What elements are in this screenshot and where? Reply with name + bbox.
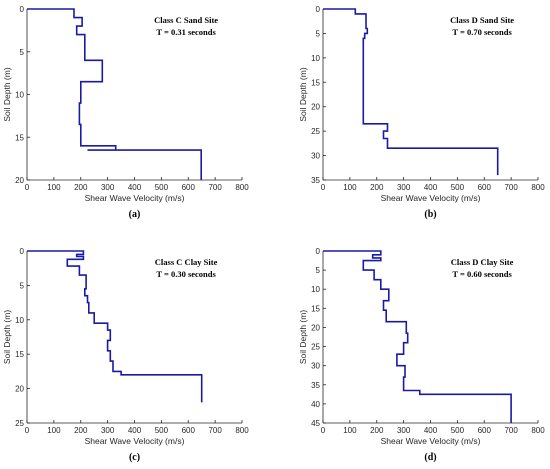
x-tick-label: 400 xyxy=(424,183,438,192)
x-tick-label: 700 xyxy=(504,183,518,192)
y-tick-label: 10 xyxy=(311,285,320,294)
velocity-profile-line xyxy=(323,250,512,423)
x-tick-label: 700 xyxy=(208,426,222,435)
x-tick-label: 100 xyxy=(343,426,357,435)
panel-label: (c) xyxy=(129,452,140,463)
y-tick-label: 15 xyxy=(15,133,24,142)
y-axis-label: Soil Depth (m) xyxy=(298,67,308,121)
x-tick-label: 400 xyxy=(128,183,142,192)
x-tick-label: 100 xyxy=(343,183,357,192)
x-tick-label: 200 xyxy=(370,183,384,192)
annotation-line: Class D Sand Site xyxy=(450,15,514,25)
velocity-profile-line xyxy=(27,8,202,180)
y-tick-label: 5 xyxy=(20,281,25,290)
y-tick-label: 25 xyxy=(311,127,320,136)
panel-label: (a) xyxy=(129,209,141,220)
annotation-line: Class C Clay Site xyxy=(155,257,218,267)
y-axis-label: Soil Depth (m) xyxy=(2,310,12,364)
x-tick-label: 200 xyxy=(74,183,88,192)
annotation-line: T = 0.31 seconds xyxy=(156,27,216,37)
x-tick-label: 600 xyxy=(478,426,492,435)
y-tick-label: 25 xyxy=(15,419,24,428)
x-tick-label: 0 xyxy=(25,426,30,435)
x-tick-label: 500 xyxy=(155,426,169,435)
y-tick-label: 25 xyxy=(311,343,320,352)
x-tick-label: 0 xyxy=(321,183,326,192)
y-tick-label: 10 xyxy=(15,91,24,100)
x-tick-label: 600 xyxy=(182,426,196,435)
y-tick-label: 20 xyxy=(15,385,24,394)
y-axis-label: Soil Depth (m) xyxy=(298,310,308,364)
y-tick-label: 5 xyxy=(316,29,321,38)
x-tick-label: 500 xyxy=(451,183,465,192)
y-tick-label: 30 xyxy=(311,362,320,371)
x-tick-label: 800 xyxy=(235,183,249,192)
x-axis-label: Shear Wave Velocity (m/s) xyxy=(85,193,185,203)
x-tick-label: 700 xyxy=(504,426,518,435)
panel-label: (b) xyxy=(424,209,436,220)
y-tick-label: 20 xyxy=(15,176,24,185)
x-tick-label: 400 xyxy=(424,426,438,435)
y-tick-label: 20 xyxy=(311,103,320,112)
y-tick-label: 10 xyxy=(15,316,24,325)
x-tick-label: 300 xyxy=(101,183,115,192)
y-tick-label: 45 xyxy=(311,419,320,428)
x-tick-label: 600 xyxy=(182,183,196,192)
x-axis-label: Shear Wave Velocity (m/s) xyxy=(85,436,185,446)
y-tick-label: 35 xyxy=(311,176,320,185)
x-tick-label: 300 xyxy=(101,426,115,435)
annotation-line: Class C Sand Site xyxy=(154,15,218,25)
x-tick-label: 800 xyxy=(531,426,545,435)
y-tick-label: 5 xyxy=(20,48,25,57)
y-tick-label: 10 xyxy=(311,54,320,63)
x-tick-label: 200 xyxy=(74,426,88,435)
y-tick-label: 20 xyxy=(311,323,320,332)
x-tick-label: 500 xyxy=(155,183,169,192)
y-tick-label: 5 xyxy=(316,266,321,275)
chart-panel-a: 0 100 200 300 400 500 600 700 800 0 5 10 15 20 Shear W… xyxy=(2,5,249,220)
y-tick-label: 30 xyxy=(311,152,320,161)
x-tick-label: 400 xyxy=(128,426,142,435)
annotation-line: T = 0.30 seconds xyxy=(156,269,216,279)
y-tick-label: 35 xyxy=(311,381,320,390)
panel-label: (d) xyxy=(424,452,436,463)
y-tick-label: 0 xyxy=(20,247,25,256)
chart-panel-d: 0 100 200 300 400 500 600 700 800 0 5 10 15 20 25 30 35 4… xyxy=(298,247,545,463)
x-tick-label: 800 xyxy=(235,426,249,435)
x-tick-label: 300 xyxy=(397,183,411,192)
x-tick-label: 300 xyxy=(397,426,411,435)
chart-panel-b: 0 100 200 300 400 500 600 700 800 0 5 10 15 20 25 30 35 S… xyxy=(298,5,545,220)
x-tick-label: 800 xyxy=(531,183,545,192)
x-tick-label: 0 xyxy=(25,183,30,192)
x-tick-label: 100 xyxy=(47,183,61,192)
annotation-line: T = 0.60 seconds xyxy=(452,269,512,279)
y-tick-label: 15 xyxy=(15,350,24,359)
x-tick-label: 500 xyxy=(451,426,465,435)
y-tick-label: 40 xyxy=(311,400,320,409)
x-axis-label: Shear Wave Velocity (m/s) xyxy=(381,193,481,203)
y-tick-label: 0 xyxy=(20,5,25,14)
y-tick-label: 15 xyxy=(311,78,320,87)
velocity-profile-line xyxy=(27,250,203,403)
x-tick-label: 100 xyxy=(47,426,61,435)
annotation-line: T = 0.70 seconds xyxy=(452,27,512,37)
y-tick-label: 0 xyxy=(316,5,321,14)
x-tick-label: 600 xyxy=(478,183,492,192)
x-axis-label: Shear Wave Velocity (m/s) xyxy=(381,436,481,446)
velocity-profile-line xyxy=(323,8,499,176)
y-tick-label: 0 xyxy=(316,247,321,256)
annotation-line: Class D Clay Site xyxy=(451,257,514,267)
chart-panel-c: 0 100 200 300 400 500 600 700 800 0 5 10 15 20 25 Shear… xyxy=(2,247,249,463)
y-axis-label: Soil Depth (m) xyxy=(2,67,12,121)
x-tick-label: 0 xyxy=(321,426,326,435)
x-tick-label: 700 xyxy=(208,183,222,192)
y-tick-label: 15 xyxy=(311,304,320,313)
x-tick-label: 200 xyxy=(370,426,384,435)
